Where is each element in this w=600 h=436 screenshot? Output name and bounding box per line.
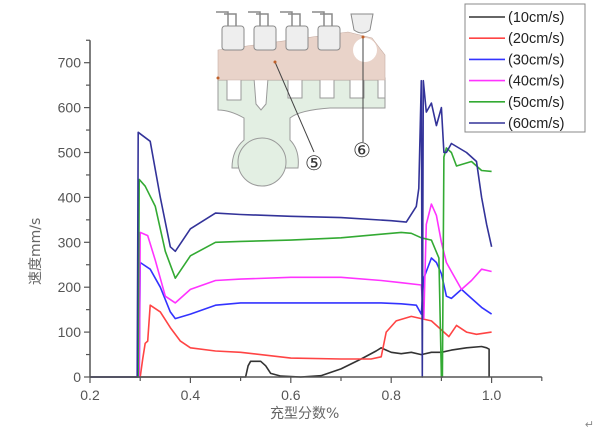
series-layer	[90, 79, 493, 378]
y-axis-title: 速度mm/s	[28, 218, 44, 285]
series-line-3	[90, 203, 492, 378]
x-tick-label: 0.2	[80, 387, 100, 403]
legend: (10cm/s) (20cm/s) (30cm/s) (40cm/s) (50cm/s)…	[464, 3, 586, 133]
series-line-5	[90, 79, 493, 378]
series-line-4	[90, 147, 492, 378]
y-tick-label: 0	[73, 369, 81, 385]
legend-label: (30cm/s)	[508, 52, 564, 68]
y-tick-label: 300	[58, 234, 82, 250]
x-tick-label: 0.8	[381, 387, 401, 403]
series-line-2	[90, 257, 493, 378]
y-tick-label: 600	[58, 100, 82, 116]
y-tick-label: 200	[58, 279, 82, 295]
y-tick-label: 100	[58, 324, 82, 340]
x-tick-label: 0.6	[281, 387, 301, 403]
legend-label: (20cm/s)	[508, 31, 564, 47]
series-line-0	[90, 345, 490, 378]
x-axis-title: 充型分数%	[270, 406, 339, 422]
inset-label-6: ⑥	[353, 138, 371, 162]
y-tick-label: 500	[58, 145, 82, 161]
paragraph-return-mark: ↵	[584, 418, 594, 431]
x-tick-label: 1.0	[482, 387, 502, 403]
legend-label: (10cm/s)	[508, 10, 564, 26]
legend-label: (40cm/s)	[508, 74, 564, 90]
legend-label: (60cm/s)	[508, 116, 564, 132]
legend-label: (50cm/s)	[508, 95, 564, 111]
x-tick-label: 0.4	[181, 387, 201, 403]
inset-diagram: ⑤ ⑥	[215, 0, 386, 187]
y-tick-label: 400	[58, 189, 82, 205]
inset-label-5: ⑤	[305, 151, 323, 175]
series-line-1	[90, 304, 492, 378]
y-tick-label: 700	[58, 55, 82, 71]
axes: 0.2 0.4 0.6 0.8 1.0 0 100 200 300 400 500 600 700	[58, 39, 543, 403]
